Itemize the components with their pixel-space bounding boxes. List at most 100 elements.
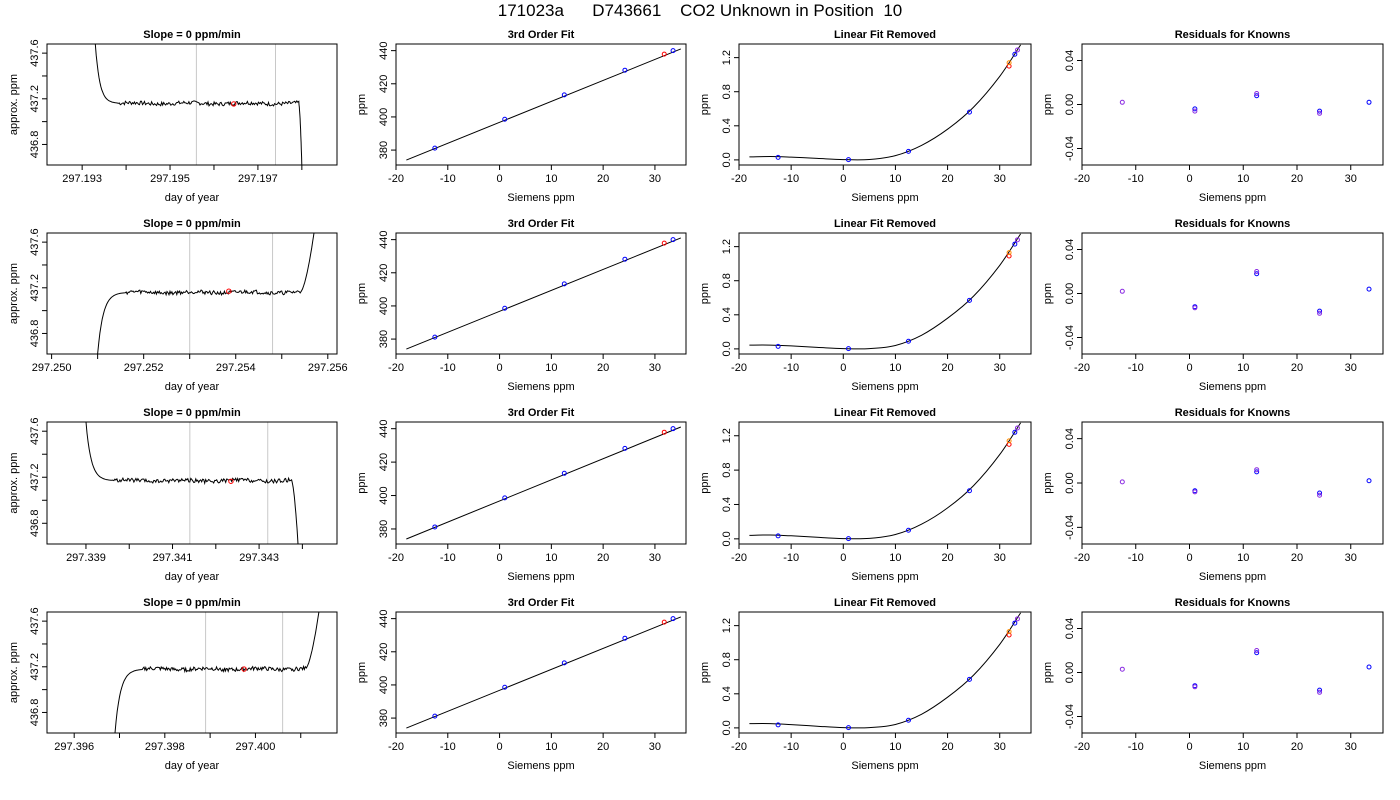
x-tick-label: 0 [1186,741,1192,753]
cubic-residual-curve [749,233,1022,350]
known-point [561,92,567,98]
plot-frame [46,421,338,545]
x-axis-label: Siemens ppm [507,192,574,204]
y-tick-label: 380 [378,709,390,727]
y-tick-label: 1.2 [721,428,733,443]
y-tick-label: 400 [378,108,390,126]
unknown-point [661,429,667,435]
x-tick-label: -10 [1128,173,1144,185]
x-tick-label: 0 [1186,552,1192,564]
y-tick-label: 0.4 [721,686,733,701]
y-tick-label: 440 [378,420,390,438]
y-tick-label: 420 [378,453,390,471]
x-tick-label: 10 [889,741,901,753]
panel-title: Residuals for Knowns [1175,597,1291,609]
x-axis-label: Siemens ppm [1199,381,1266,393]
panel-title: Residuals for Knowns [1175,407,1291,419]
y-tick-label: 437.2 [29,463,41,491]
y-tick-label: 437.6 [29,39,41,67]
x-tick-label: -20 [388,173,404,185]
known-point [432,524,438,530]
y-tick-label: 1.2 [721,239,733,254]
residual-point [1254,650,1260,656]
panel-title: Linear Fit Removed [834,218,936,230]
known-point [561,470,567,476]
y-axis-label: ppm [1042,283,1054,304]
known-point [775,533,781,539]
x-tick-label: -10 [783,741,799,753]
fit-line [406,237,682,350]
unknown-mean-point [241,666,247,672]
x-axis-label: Siemens ppm [851,192,918,204]
x-tick-label: -10 [440,552,456,564]
panel-slope-row3: Slope = 0 ppm/min 297.339 297.341 297.343 43… [8,407,338,583]
x-tick-label: 297.197 [238,173,278,185]
known-point [966,109,972,115]
x-tick-label: 20 [597,173,609,185]
x-tick-label: 30 [1345,741,1357,753]
plot-frame [46,611,338,734]
panel-residuals-row1: Residuals for Knowns -20 -10 0 10 20 30 -0.04 0.… [1042,29,1384,204]
x-axis-label: Siemens ppm [1199,760,1266,772]
x-tick-label: -20 [1074,552,1090,564]
panel-title: 3rd Order Fit [508,218,575,230]
y-tick-label: 380 [378,330,390,348]
known-point [502,495,508,501]
residual-point [1192,108,1198,114]
known-point [502,684,508,690]
unknown-point [1006,632,1012,638]
plot-area [85,422,299,544]
x-tick-label: 20 [1291,362,1303,374]
plot-frame [46,43,338,166]
panel-title: Linear Fit Removed [834,407,936,419]
panel-residuals-row4: Residuals for Knowns -20 -10 0 10 20 30 -0.04 0.… [1042,597,1384,772]
residual-point [1192,305,1198,311]
y-tick-label: 436.8 [29,510,41,538]
y-tick-label: 380 [378,520,390,538]
x-tick-label: 0 [1186,362,1192,374]
panel-title: Slope = 0 ppm/min [143,29,241,41]
y-tick-label: 0.4 [721,118,733,133]
residual-point [1254,271,1260,277]
known-point [966,676,972,682]
residual-point [1119,666,1125,672]
known-point [775,343,781,349]
known-point [905,148,911,154]
unknown-point [1006,63,1012,69]
panel-residuals-row2: Residuals for Knowns -20 -10 0 10 20 30 -0.04 0.… [1042,218,1384,393]
x-tick-label: 10 [1237,741,1249,753]
y-tick-label: 0.0 [721,720,733,735]
y-tick-label: 1.2 [721,50,733,65]
y-tick-label: 0.0 [721,531,733,546]
x-tick-label: 30 [994,552,1006,564]
y-tick-label: 0.04 [1064,50,1076,71]
y-axis-label: approx. ppm [8,452,20,513]
x-tick-label: 297.195 [150,173,190,185]
panel-title: Linear Fit Removed [834,597,936,609]
panel-fit-row2: 3rd Order Fit -20 -10 0 10 20 30 380 400 420 440 Si… [356,218,687,393]
residual-point [1317,490,1323,496]
x-tick-label: -20 [388,552,404,564]
plot-frame [395,611,687,734]
x-tick-label: -20 [388,362,404,374]
plot-frame [1081,421,1384,545]
known-point [622,635,628,641]
panel-title: Residuals for Knowns [1175,218,1291,230]
y-axis-label: ppm [699,283,711,304]
x-tick-label: 20 [941,362,953,374]
known-point [670,48,676,54]
fit-line [406,48,682,161]
x-tick-label: 30 [649,362,661,374]
x-tick-label: -10 [440,362,456,374]
unknown-point [661,51,667,57]
plot-area [406,426,682,540]
plot-frame [738,43,1032,166]
x-tick-label: 30 [1345,173,1357,185]
unknown-point [661,240,667,246]
x-tick-label: -10 [783,552,799,564]
known-point [561,281,567,287]
cubic-residual-curve [749,44,1022,161]
y-tick-label: 0.04 [1064,618,1076,639]
y-tick-label: 437.2 [29,85,41,113]
y-tick-label: 400 [378,486,390,504]
